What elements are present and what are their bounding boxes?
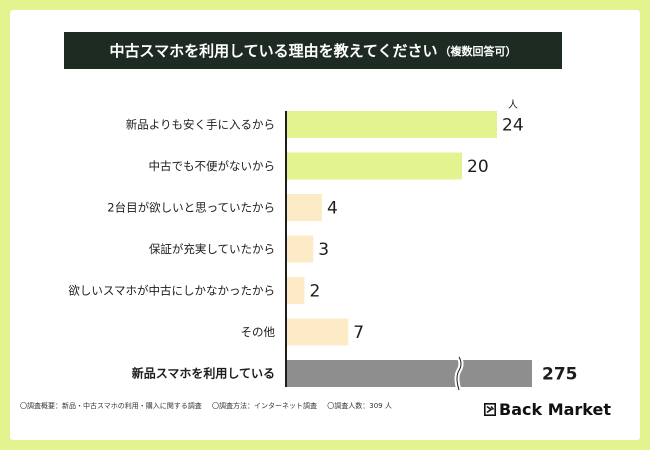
- category-label: 2台目が欲しいと思っていたから: [107, 201, 275, 215]
- bar: [287, 277, 305, 304]
- category-label: 中古でも不便がないから: [149, 159, 276, 173]
- survey-footnote: 〇調査概要：新品・中古スマホの利用・購入に関する調査 〇調査方法：インターネット…: [20, 401, 400, 411]
- category-label: 新品よりも安く手に入るから: [126, 118, 275, 132]
- axis-break-line: [456, 356, 462, 391]
- footnote-overview: 〇調査概要：新品・中古スマホの利用・購入に関する調査: [20, 402, 202, 410]
- data-label: 20: [467, 157, 489, 177]
- data-label: 24: [502, 116, 524, 136]
- bar: [287, 152, 462, 180]
- chart-title-sub: （複数回答可）: [439, 44, 517, 58]
- data-label: 7: [353, 323, 364, 343]
- back-market-logo: Back Market: [484, 400, 611, 419]
- footnote-method: 〇調査方法：インターネット調査: [212, 402, 318, 410]
- category-label: 保証が充実していたから: [149, 242, 275, 256]
- category-label: その他: [241, 325, 276, 339]
- footnote-count: 〇調査人数：309 人: [327, 402, 392, 410]
- chart-title-main: 中古スマホを利用している理由を教えてください: [109, 42, 438, 60]
- data-label: 3: [318, 240, 329, 260]
- data-label: 4: [327, 199, 338, 219]
- unit-label: 人: [508, 99, 518, 111]
- category-label: 欲しいスマホが中古にしかなかったから: [68, 284, 275, 298]
- data-label: 275: [542, 365, 578, 385]
- data-label: 2: [310, 282, 321, 302]
- bar: [287, 194, 322, 221]
- bar: [287, 360, 532, 387]
- bar: [287, 235, 314, 263]
- bar: [287, 318, 349, 346]
- brand-name: Back Market: [499, 400, 612, 419]
- bar: [287, 111, 497, 138]
- chart-title: 中古スマホを利用している理由を教えてください （複数回答可）: [64, 32, 562, 69]
- category-label: 新品スマホを利用している: [132, 366, 275, 381]
- back-market-logo-icon: [484, 403, 496, 416]
